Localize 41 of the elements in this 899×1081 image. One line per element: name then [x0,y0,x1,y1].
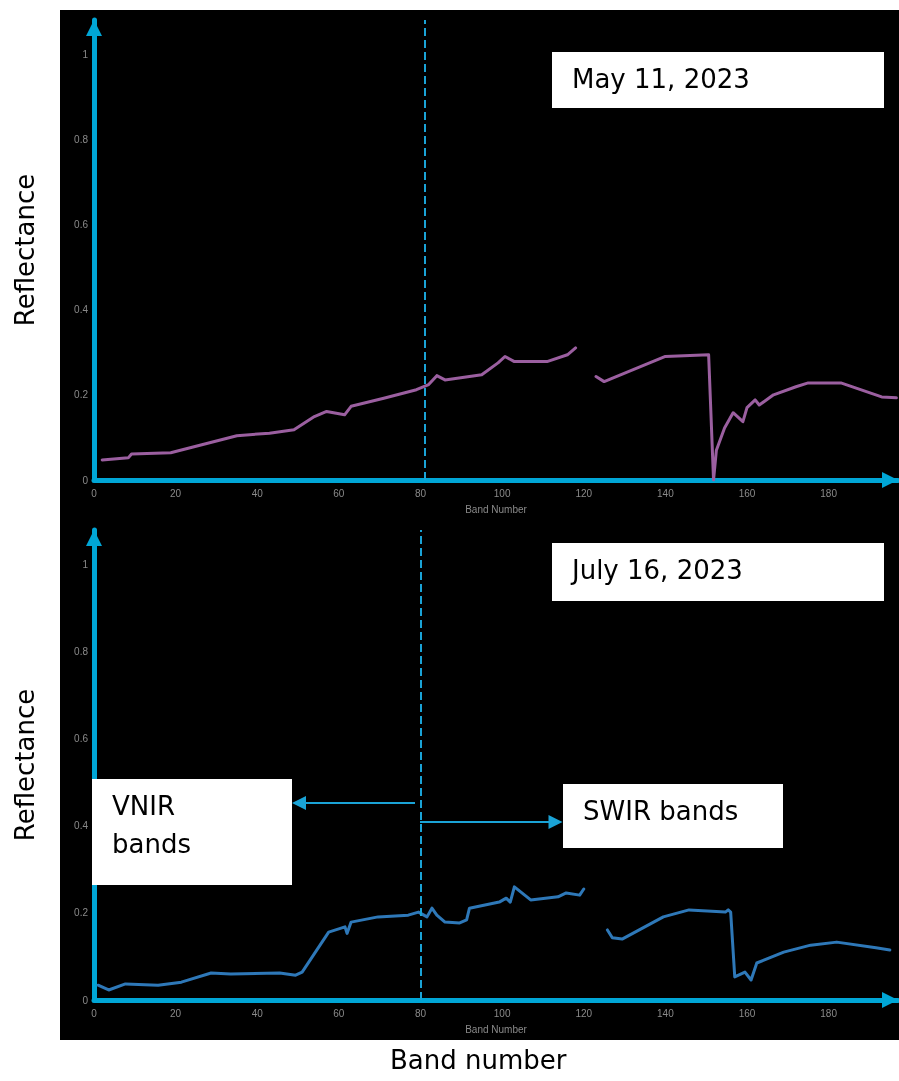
y-tick-label: 0.2 [74,907,89,919]
x-tick-label: 100 [493,487,511,499]
x-tick-label: 100 [493,1007,511,1019]
x-tick-label: 60 [333,487,345,499]
text-box: July 16, 2023 [552,543,884,601]
text-box: VNIR bands [92,779,292,885]
x-axis-title: Band Number [465,1023,528,1035]
y-tick-label: 0.6 [74,733,89,745]
x-tick-label: 20 [170,1007,182,1019]
x-axis-title: Band Number [465,503,528,515]
y-tick-label: 0.6 [74,218,89,230]
x-tick-label: 160 [738,1007,756,1019]
x-tick-label: 120 [575,487,593,499]
y-tick-label: 0 [82,994,89,1006]
y-tick-label: 0.4 [74,820,89,832]
x-tick-label: 140 [657,1007,675,1019]
y-tick-label: 0.2 [74,389,89,401]
text-box: May 11, 2023 [552,52,884,108]
y-tick-label: 0.8 [74,133,89,145]
y-axis-title: Reflectance [10,173,40,327]
x-tick-label: 80 [414,487,427,499]
x-tick-label: 180 [820,487,838,499]
x-tick-label: 80 [414,1007,427,1019]
x-tick-label: 0 [91,1007,98,1019]
y-tick-label: 1 [82,559,89,571]
text-box: SWIR bands [563,784,783,848]
y-axis-title: Reflectance [10,688,40,842]
y-tick-label: 1 [82,48,89,60]
text: Band number [390,1045,567,1075]
x-tick-label: 120 [575,1007,593,1019]
x-tick-label: 60 [333,1007,345,1019]
y-tick-label: 0.8 [74,646,89,658]
x-tick-label: 20 [170,487,182,499]
x-tick-label: 40 [251,487,264,499]
x-tick-label: 140 [657,487,675,499]
y-tick-label: 0 [82,474,89,486]
x-tick-label: 160 [738,487,756,499]
x-tick-label: 0 [91,487,98,499]
x-tick-label: 40 [251,1007,264,1019]
x-tick-label: 180 [820,1007,838,1019]
y-tick-label: 0.4 [74,304,89,316]
